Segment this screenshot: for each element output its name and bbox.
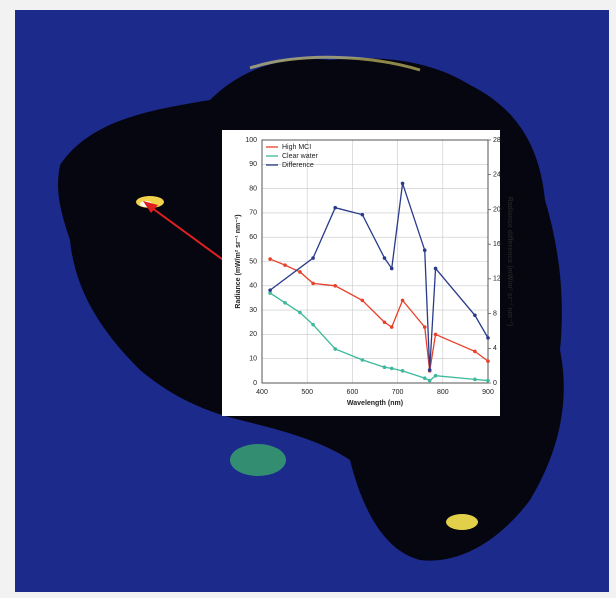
data-point xyxy=(400,181,405,186)
data-point xyxy=(360,358,365,362)
series-line xyxy=(269,183,489,371)
y2-tick-label: 24 xyxy=(493,172,501,179)
data-point xyxy=(422,376,427,380)
y-tick-label: 90 xyxy=(249,161,257,168)
data-point xyxy=(333,284,338,288)
data-point xyxy=(389,325,394,329)
y-tick-label: 80 xyxy=(249,185,257,192)
data-point xyxy=(298,310,302,315)
y-axis-label: Radiance (mW/m² sr⁻¹ nm⁻¹) xyxy=(235,214,242,308)
y-tick-label: 50 xyxy=(249,258,257,265)
plot-area xyxy=(261,139,489,384)
legend-label: Difference xyxy=(282,162,314,169)
series-line xyxy=(269,258,489,371)
data-point xyxy=(433,373,438,378)
data-point xyxy=(427,368,432,372)
data-point xyxy=(268,288,272,292)
data-point xyxy=(382,365,387,370)
x-axis-label: Wavelength (nm) xyxy=(347,400,403,407)
data-point xyxy=(400,369,405,373)
data-point xyxy=(298,270,302,274)
y-tick-label: 70 xyxy=(249,210,257,217)
legend-label: High MCI xyxy=(282,144,311,151)
data-point xyxy=(486,378,490,383)
data-point xyxy=(473,313,477,318)
y2-tick-label: 8 xyxy=(493,310,497,317)
data-point xyxy=(433,332,438,337)
y-tick-label: 40 xyxy=(249,283,257,290)
data-point xyxy=(382,320,387,325)
y-tick-label: 20 xyxy=(249,331,257,338)
data-point xyxy=(268,257,272,261)
y2-tick-label: 16 xyxy=(493,241,501,248)
bloom xyxy=(446,514,478,530)
y2-tick-label: 4 xyxy=(493,345,497,352)
y-tick-label: 60 xyxy=(249,234,257,241)
data-point xyxy=(283,301,287,305)
x-tick-label: 800 xyxy=(437,389,449,396)
data-point xyxy=(333,205,338,210)
data-point xyxy=(422,325,427,329)
chart: 0 10 20 30 40 50 60 70 80 90 100 0 4 8 12 16 20 24 28 400 50… xyxy=(235,137,513,407)
data-point xyxy=(433,266,438,271)
data-point xyxy=(360,298,365,303)
data-point xyxy=(389,366,394,371)
data-point xyxy=(311,322,315,327)
y2-tick-label: 0 xyxy=(493,380,497,387)
data-point xyxy=(400,298,405,303)
data-point xyxy=(389,266,394,271)
data-point xyxy=(486,359,490,363)
data-point xyxy=(422,248,427,253)
y2-tick-label: 12 xyxy=(493,276,501,283)
y-tick-label: 10 xyxy=(249,356,257,363)
data-point xyxy=(268,291,272,295)
y2-axis-label: Radiance difference (mW/m² sr⁻¹ nm⁻¹) xyxy=(506,197,513,327)
data-point xyxy=(427,378,432,383)
data-point xyxy=(311,256,315,260)
x-tick-label: 700 xyxy=(392,389,404,396)
y2-tick-label: 28 xyxy=(493,137,501,144)
data-point xyxy=(473,377,477,382)
data-point xyxy=(311,281,315,286)
y-tick-label: 30 xyxy=(249,307,257,314)
x-tick-label: 900 xyxy=(482,389,494,396)
y-tick-label: 100 xyxy=(245,137,257,144)
data-point xyxy=(382,256,387,260)
arrow-head xyxy=(143,201,158,213)
chart-inset xyxy=(222,130,500,416)
data-point xyxy=(360,212,365,217)
data-point xyxy=(333,347,338,351)
arrow xyxy=(147,204,227,263)
data-point xyxy=(283,263,287,267)
bloom xyxy=(230,444,286,476)
legend-label: Clear water xyxy=(282,153,318,160)
data-point xyxy=(486,336,490,340)
x-tick-label: 600 xyxy=(347,389,359,396)
y-tick-label: 0 xyxy=(253,380,257,387)
y2-tick-label: 20 xyxy=(493,206,501,213)
x-tick-label: 400 xyxy=(256,389,268,396)
x-tick-label: 500 xyxy=(301,389,313,396)
data-point xyxy=(473,349,477,354)
shore-highlight xyxy=(249,55,421,72)
